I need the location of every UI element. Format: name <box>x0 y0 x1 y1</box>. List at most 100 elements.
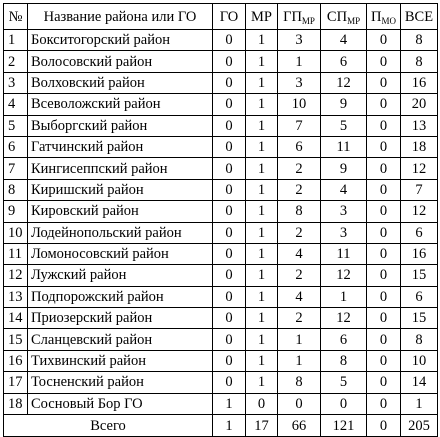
cell-idx: 5 <box>3 114 28 137</box>
cell-p: 0 <box>366 371 401 394</box>
totals-go: 1 <box>212 414 246 437</box>
cell-sp: 6 <box>320 50 367 73</box>
cell-all: 10 <box>400 349 438 373</box>
cell-p: 0 <box>366 135 401 159</box>
table-row: 10 Лодейнопольский район 0 1 2 3 0 6 <box>3 221 438 244</box>
cell-district-name: Лужский район <box>27 264 213 287</box>
cell-all: 6 <box>400 285 438 309</box>
table-row: 2 Волосовский район 0 1 1 6 0 8 <box>3 50 438 73</box>
cell-all: 8 <box>400 28 438 52</box>
cell-sp: 11 <box>320 242 367 266</box>
cell-p: 0 <box>366 221 401 244</box>
cell-idx: 14 <box>3 307 28 330</box>
header-idx: № <box>3 3 28 30</box>
cell-go: 0 <box>212 264 246 287</box>
cell-mr: 0 <box>245 392 278 416</box>
table-container: № Название района или ГО ГО МР ГПМР СПМР… <box>3 3 438 437</box>
cell-go: 0 <box>212 50 246 73</box>
cell-all: 12 <box>400 157 438 180</box>
cell-mr: 1 <box>245 93 278 116</box>
cell-go: 0 <box>212 93 246 116</box>
header-gp: ГПМР <box>277 3 321 30</box>
cell-mr: 1 <box>245 242 278 266</box>
cell-go: 0 <box>212 328 246 351</box>
cell-p: 0 <box>366 200 401 223</box>
cell-p: 0 <box>366 93 401 116</box>
cell-go: 0 <box>212 178 246 202</box>
cell-sp: 6 <box>320 328 367 351</box>
cell-sp: 12 <box>320 307 367 330</box>
table-row: 12 Лужский район 0 1 2 12 0 15 <box>3 264 438 287</box>
cell-sp: 12 <box>320 71 367 95</box>
header-row: № Название района или ГО ГО МР ГПМР СПМР… <box>3 3 438 30</box>
cell-sp: 9 <box>320 93 367 116</box>
cell-gp: 3 <box>277 28 321 52</box>
cell-district-name: Сланцевский район <box>27 328 213 351</box>
cell-idx: 2 <box>3 50 28 73</box>
cell-gp: 2 <box>277 307 321 330</box>
header-p-main: П <box>371 8 382 25</box>
cell-mr: 1 <box>245 264 278 287</box>
header-total: ВСЕ <box>400 3 438 30</box>
cell-district-name: Гатчинский район <box>27 135 213 159</box>
cell-go: 0 <box>212 157 246 180</box>
cell-all: 14 <box>400 371 438 394</box>
table-row: 15 Сланцевский район 0 1 1 6 0 8 <box>3 328 438 351</box>
cell-p: 0 <box>366 157 401 180</box>
cell-gp: 4 <box>277 285 321 309</box>
cell-idx: 12 <box>3 264 28 287</box>
cell-mr: 1 <box>245 71 278 95</box>
cell-sp: 11 <box>320 135 367 159</box>
totals-all: 205 <box>400 414 438 437</box>
cell-mr: 1 <box>245 178 278 202</box>
totals-sp: 121 <box>320 414 367 437</box>
cell-gp: 1 <box>277 50 321 73</box>
cell-district-name: Волосовский район <box>27 50 213 73</box>
cell-district-name: Сосновый Бор ГО <box>27 392 213 416</box>
totals-mr: 17 <box>245 414 278 437</box>
totals-gp: 66 <box>277 414 321 437</box>
cell-gp: 1 <box>277 328 321 351</box>
cell-gp: 7 <box>277 114 321 137</box>
table-row: 8 Киришский район 0 1 2 4 0 7 <box>3 178 438 202</box>
cell-idx: 4 <box>3 93 28 116</box>
cell-go: 0 <box>212 135 246 159</box>
cell-go: 0 <box>212 285 246 309</box>
cell-go: 1 <box>212 392 246 416</box>
cell-sp: 3 <box>320 221 367 244</box>
cell-p: 0 <box>366 307 401 330</box>
cell-go: 0 <box>212 71 246 95</box>
cell-all: 8 <box>400 328 438 351</box>
cell-gp: 2 <box>277 157 321 180</box>
cell-sp: 5 <box>320 114 367 137</box>
totals-label: Всего <box>3 414 213 437</box>
header-sp-main: СП <box>326 8 348 25</box>
cell-p: 0 <box>366 50 401 73</box>
cell-idx: 8 <box>3 178 28 202</box>
table-row: 3 Волховский район 0 1 3 12 0 16 <box>3 71 438 95</box>
cell-all: 6 <box>400 221 438 244</box>
cell-mr: 1 <box>245 285 278 309</box>
table-row: 7 Кингисеппский район 0 1 2 9 0 12 <box>3 157 438 180</box>
totals-row: Всего 1 17 66 121 0 205 <box>3 414 438 437</box>
totals-p: 0 <box>366 414 401 437</box>
cell-all: 20 <box>400 93 438 116</box>
cell-idx: 10 <box>3 221 28 244</box>
cell-sp: 1 <box>320 285 367 309</box>
cell-district-name: Волховский район <box>27 71 213 95</box>
cell-idx: 3 <box>3 71 28 95</box>
table-row: 11 Ломоносовский район 0 1 4 11 0 16 <box>3 242 438 266</box>
cell-sp: 8 <box>320 349 367 373</box>
cell-mr: 1 <box>245 28 278 52</box>
table-row: 16 Тихвинский район 0 1 1 8 0 10 <box>3 349 438 373</box>
cell-gp: 10 <box>277 93 321 116</box>
header-p: ПМО <box>366 3 401 30</box>
cell-gp: 0 <box>277 392 321 416</box>
cell-district-name: Лодейнопольский район <box>27 221 213 244</box>
header-mr: МР <box>245 3 278 30</box>
cell-p: 0 <box>366 392 401 416</box>
cell-idx: 17 <box>3 371 28 394</box>
cell-district-name: Подпорожский район <box>27 285 213 309</box>
cell-mr: 1 <box>245 371 278 394</box>
header-sp: СПМР <box>320 3 367 30</box>
